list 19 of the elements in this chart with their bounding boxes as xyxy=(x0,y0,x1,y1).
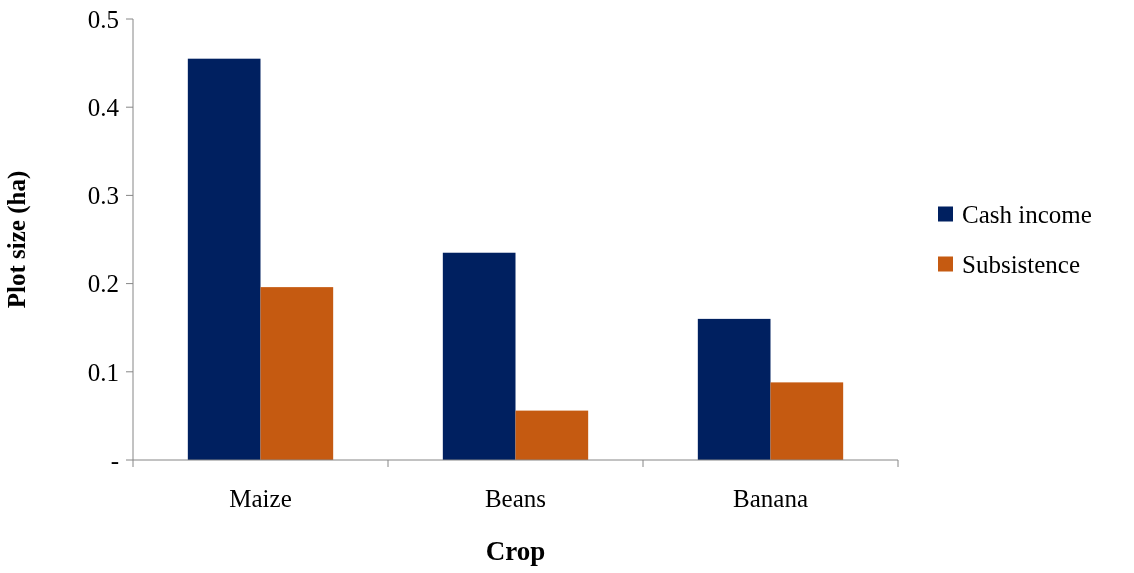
y-tick-label: 0.4 xyxy=(87,93,120,121)
x-tick-label: Beans xyxy=(484,485,547,512)
y-tick-label: 0.5 xyxy=(87,5,119,33)
legend-label: Cash income xyxy=(962,201,1092,229)
y-tick-label: - xyxy=(110,446,119,474)
x-axis-title: Crop xyxy=(485,536,546,566)
y-tick-label: 0.2 xyxy=(87,270,119,298)
y-tick-label: 0.3 xyxy=(87,182,119,210)
bar xyxy=(770,382,844,460)
bar xyxy=(515,410,589,460)
legend-label: Subsistence xyxy=(962,251,1081,279)
y-axis-title: Plot size (ha) xyxy=(3,170,31,309)
bar xyxy=(260,287,334,460)
bar xyxy=(187,58,261,460)
bar xyxy=(697,318,771,460)
x-tick-label: Banana xyxy=(733,485,808,512)
y-tick-label: 0.1 xyxy=(87,358,119,386)
x-tick-label: Maize xyxy=(229,485,292,512)
bar xyxy=(442,252,516,460)
